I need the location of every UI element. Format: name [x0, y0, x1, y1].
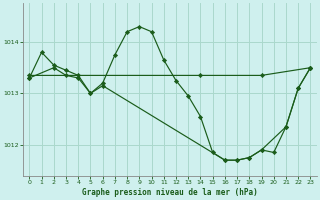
X-axis label: Graphe pression niveau de la mer (hPa): Graphe pression niveau de la mer (hPa) — [82, 188, 258, 197]
